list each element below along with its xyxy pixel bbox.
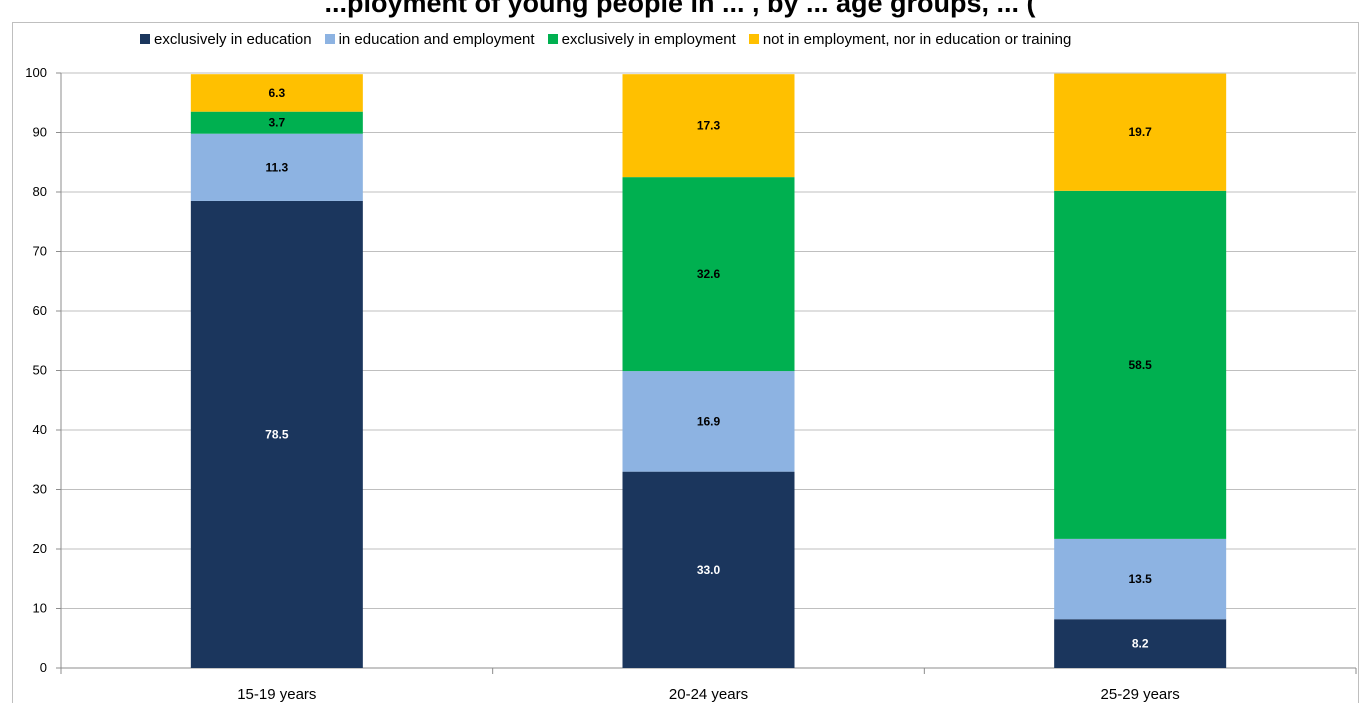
y-tick-label: 80 xyxy=(33,184,47,199)
bar-segment xyxy=(1054,73,1227,191)
y-tick-label: 70 xyxy=(33,244,47,259)
y-tick-label: 10 xyxy=(33,601,47,616)
y-tick-label: 20 xyxy=(33,541,47,556)
bar-segment xyxy=(190,200,363,669)
data-label: 8.2 xyxy=(1132,637,1149,651)
legend-item: exclusively in education xyxy=(140,31,312,48)
bar-segment xyxy=(1054,619,1227,668)
data-label: 58.5 xyxy=(1128,358,1152,372)
y-tick-label: 60 xyxy=(33,303,47,318)
legend-label: not in employment, nor in education or t… xyxy=(762,30,1072,48)
legend-label: exclusively in employment xyxy=(561,30,736,48)
legend-item: in education and employment xyxy=(324,30,535,48)
legend-swatch xyxy=(547,34,558,44)
legend-swatch xyxy=(324,34,335,44)
bar-segment xyxy=(190,74,363,112)
y-tick-label: 100 xyxy=(25,65,47,80)
data-label: 19.7 xyxy=(1128,125,1152,139)
bar-segment xyxy=(622,74,795,178)
data-label: 16.9 xyxy=(697,414,721,428)
legend-item: not in employment, nor in education or t… xyxy=(748,30,1072,48)
chart-legend: exclusively in education in education and… xyxy=(140,29,1084,49)
legend-label: exclusively in education xyxy=(154,30,312,48)
bar-segment xyxy=(190,111,363,134)
data-label: 13.5 xyxy=(1128,572,1152,586)
data-label: 17.3 xyxy=(697,119,721,133)
data-label: 11.3 xyxy=(265,160,288,174)
bar-segment xyxy=(622,371,795,472)
bar-segment xyxy=(622,471,795,668)
x-tick-label: 20-24 years xyxy=(669,686,748,703)
x-tick-label: 25-29 years xyxy=(1101,686,1180,703)
legend-item: exclusively in employment xyxy=(547,30,736,48)
bar-segment xyxy=(622,177,795,372)
legend-label: in education and employment xyxy=(338,30,535,48)
y-tick-label: 30 xyxy=(33,482,47,497)
data-label: 32.6 xyxy=(697,267,721,281)
y-tick-label: 50 xyxy=(33,363,47,378)
chart-title: ...ployment of young people in ... , by … xyxy=(0,0,1360,19)
chart-frame xyxy=(12,22,1359,703)
legend-swatch xyxy=(748,34,759,44)
bar-segment xyxy=(190,133,363,201)
data-label: 33.0 xyxy=(697,563,721,577)
bar-segment xyxy=(1054,538,1227,620)
data-label: 6.3 xyxy=(268,86,285,100)
y-tick-label: 90 xyxy=(33,125,47,140)
bar-segment xyxy=(1054,190,1227,539)
y-tick-label: 40 xyxy=(33,422,47,437)
legend-swatch xyxy=(140,34,150,44)
y-tick-label: 0 xyxy=(40,660,47,675)
x-tick-label: 15-19 years xyxy=(237,686,316,703)
chart-title-text: ...ployment of young people in ... , by … xyxy=(324,0,1036,18)
data-label: 78.5 xyxy=(265,427,289,441)
data-label: 3.7 xyxy=(268,116,285,130)
